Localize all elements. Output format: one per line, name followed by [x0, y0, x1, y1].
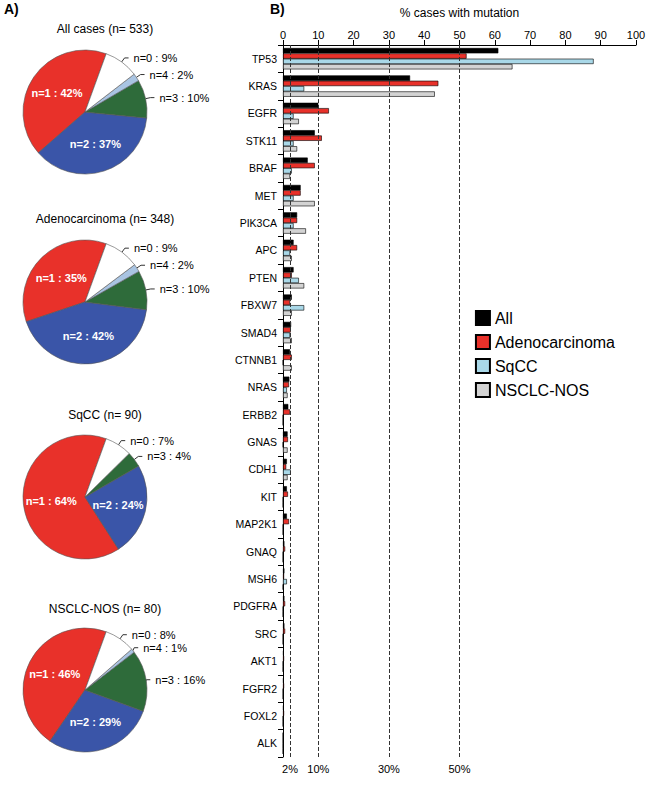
svg-text:100: 100 [627, 29, 645, 41]
svg-text:SqCC: SqCC [495, 358, 538, 375]
svg-text:n=2 : 24%: n=2 : 24% [93, 499, 144, 511]
svg-text:Adenocarcinoma: Adenocarcinoma [495, 334, 615, 351]
svg-text:EGFR: EGFR [248, 107, 278, 119]
svg-text:FGFR2: FGFR2 [243, 683, 278, 695]
svg-text:NSCLC-NOS: NSCLC-NOS [495, 382, 589, 399]
svg-text:BRAF: BRAF [249, 162, 277, 174]
svg-text:n=1 : 35%: n=1 : 35% [36, 272, 87, 284]
svg-text:PTEN: PTEN [249, 272, 277, 284]
svg-text:n=1 : 42%: n=1 : 42% [31, 87, 82, 99]
svg-text:10: 10 [312, 29, 324, 41]
svg-text:n=0 : 7%: n=0 : 7% [130, 435, 174, 447]
svg-text:n=4 : 1%: n=4 : 1% [143, 642, 187, 654]
svg-text:SMAD4: SMAD4 [241, 327, 277, 339]
svg-text:n=0 : 9%: n=0 : 9% [134, 52, 178, 64]
svg-text:APC: APC [255, 244, 277, 256]
svg-text:n=0 : 8%: n=0 : 8% [132, 629, 176, 641]
svg-text:KRAS: KRAS [248, 80, 277, 92]
svg-text:NSCLC-NOS (n= 80): NSCLC-NOS (n= 80) [49, 602, 161, 616]
svg-text:All cases (n= 533): All cases (n= 533) [57, 22, 153, 36]
svg-text:SqCC (n= 90): SqCC (n= 90) [68, 408, 142, 422]
svg-text:n=3 : 10%: n=3 : 10% [160, 283, 210, 295]
svg-text:n=2 : 42%: n=2 : 42% [63, 330, 114, 342]
svg-text:% cases with mutation: % cases with mutation [400, 6, 519, 20]
svg-text:40: 40 [418, 29, 430, 41]
svg-text:TP53: TP53 [252, 53, 277, 65]
svg-text:A): A) [4, 1, 19, 17]
svg-text:20: 20 [347, 29, 359, 41]
svg-text:STK11: STK11 [246, 135, 277, 147]
svg-text:KIT: KIT [261, 491, 278, 503]
svg-text:ERBB2: ERBB2 [243, 409, 278, 421]
svg-text:CDH1: CDH1 [248, 463, 277, 475]
svg-text:30: 30 [383, 29, 395, 41]
svg-text:50: 50 [453, 29, 465, 41]
svg-text:AKT1: AKT1 [251, 655, 277, 667]
svg-text:MET: MET [255, 190, 278, 202]
svg-text:PDGFRA: PDGFRA [233, 600, 277, 612]
svg-text:GNAS: GNAS [247, 436, 277, 448]
svg-text:90: 90 [595, 29, 607, 41]
svg-text:NRAS: NRAS [248, 381, 277, 393]
svg-text:n=2 : 37%: n=2 : 37% [70, 138, 121, 150]
svg-text:10%: 10% [307, 763, 329, 775]
svg-text:CTNNB1: CTNNB1 [235, 354, 277, 366]
svg-text:n=3 : 16%: n=3 : 16% [155, 674, 205, 686]
svg-text:50%: 50% [448, 763, 470, 775]
svg-text:n=3 : 10%: n=3 : 10% [159, 92, 209, 104]
svg-text:ALK: ALK [257, 737, 277, 749]
svg-text:0: 0 [280, 29, 286, 41]
svg-text:Adenocarcinoma (n= 348): Adenocarcinoma (n= 348) [36, 212, 174, 226]
svg-text:n=4 : 2%: n=4 : 2% [150, 259, 194, 271]
svg-text:n=1 : 64%: n=1 : 64% [26, 495, 77, 507]
svg-text:All: All [495, 310, 513, 327]
svg-text:n=4 : 2%: n=4 : 2% [150, 69, 194, 81]
svg-text:GNAQ: GNAQ [246, 546, 277, 558]
svg-text:n=0 : 9%: n=0 : 9% [134, 242, 178, 254]
svg-text:PIK3CA: PIK3CA [240, 217, 277, 229]
svg-text:SRC: SRC [255, 628, 278, 640]
svg-text:MSH6: MSH6 [248, 573, 277, 585]
svg-text:60: 60 [489, 29, 501, 41]
svg-text:80: 80 [559, 29, 571, 41]
svg-text:2%: 2% [282, 763, 298, 775]
svg-text:n=2 : 29%: n=2 : 29% [70, 716, 121, 728]
svg-text:MAP2K1: MAP2K1 [236, 518, 278, 530]
svg-text:n=3 : 4%: n=3 : 4% [147, 450, 191, 462]
svg-text:30%: 30% [378, 763, 400, 775]
svg-text:B): B) [270, 1, 285, 17]
svg-text:FBXW7: FBXW7 [241, 299, 277, 311]
svg-text:FOXL2: FOXL2 [244, 710, 277, 722]
svg-text:n=1 : 46%: n=1 : 46% [29, 668, 80, 680]
svg-text:70: 70 [524, 29, 536, 41]
